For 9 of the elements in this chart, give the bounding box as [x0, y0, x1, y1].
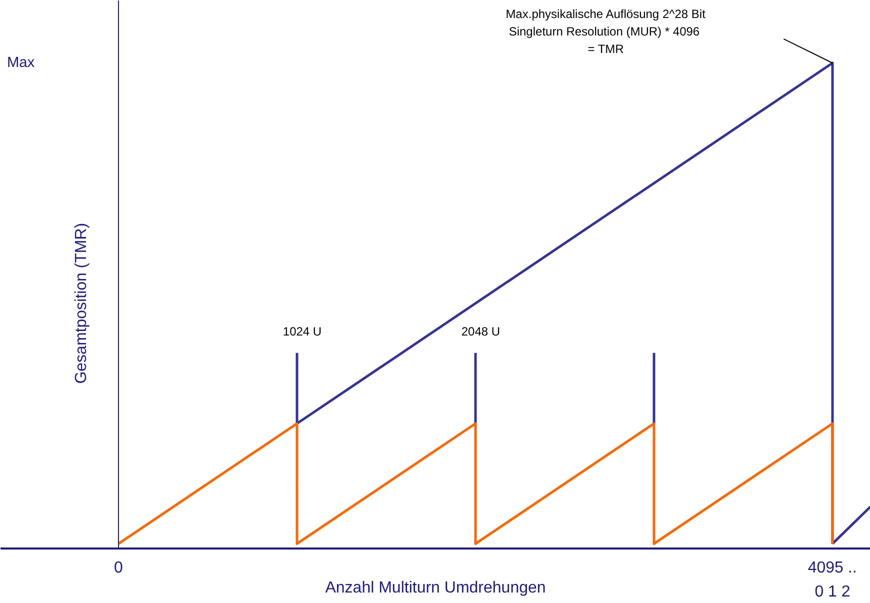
y-axis-title: Gesamtposition (TMR): [72, 222, 90, 384]
text: Max.physikalische Auflösung 2^28 Bit Singleturn Resolution (MUR) * 4096 = TMR: [506, 7, 706, 56]
x-axis-title: Anzahl Multiturn Umdrehungen: [325, 580, 546, 596]
annotation: 1024 U: [282, 324, 322, 338]
text: 0 1 2: [814, 584, 850, 600]
x-tick-label: 0: [114, 560, 124, 576]
annotation: 2048 U: [461, 324, 500, 338]
x-tick-label: 4095 ..: [808, 560, 857, 576]
annotation: Max: [6, 54, 36, 71]
